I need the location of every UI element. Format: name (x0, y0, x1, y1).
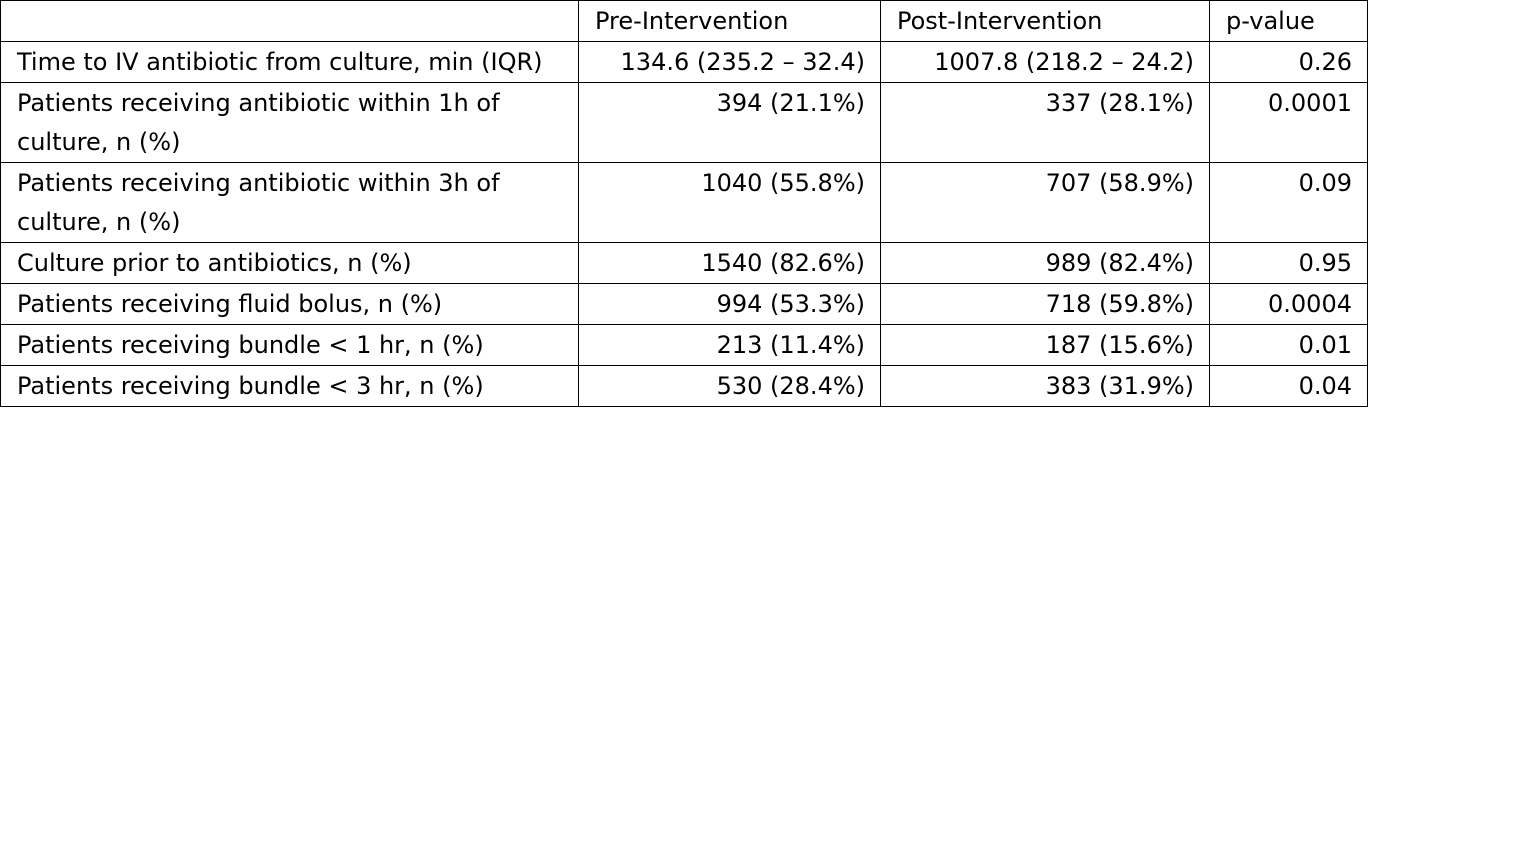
row-label: Patients receiving antibiotic within 3h … (0, 162, 579, 243)
table-row: Patients receiving antibiotic within 3h … (0, 162, 1368, 243)
pre-intervention-value: 1040 (55.8%) (578, 162, 881, 243)
row-label: Patients receiving bundle < 3 hr, n (%) (0, 365, 579, 407)
pre-intervention-value: 213 (11.4%) (578, 324, 881, 366)
post-intervention-value: 989 (82.4%) (880, 242, 1210, 284)
table-row: Patients receiving bundle < 3 hr, n (%) … (0, 365, 1368, 407)
table-row: Culture prior to antibiotics, n (%) 1540… (0, 242, 1368, 284)
header-cell-post-intervention: Post-Intervention (880, 0, 1210, 42)
p-value: 0.09 (1209, 162, 1368, 243)
post-intervention-value: 707 (58.9%) (880, 162, 1210, 243)
table-header-row: Pre-Intervention Post-Intervention p-val… (0, 0, 1368, 42)
pre-intervention-value: 1540 (82.6%) (578, 242, 881, 284)
p-value: 0.04 (1209, 365, 1368, 407)
row-label: Time to IV antibiotic from culture, min … (0, 41, 579, 83)
post-intervention-value: 1007.8 (218.2 – 24.2) (880, 41, 1210, 83)
p-value: 0.01 (1209, 324, 1368, 366)
header-cell-pre-intervention: Pre-Intervention (578, 0, 881, 42)
row-label: Patients receiving bundle < 1 hr, n (%) (0, 324, 579, 366)
post-intervention-value: 337 (28.1%) (880, 82, 1210, 163)
pre-intervention-value: 994 (53.3%) (578, 283, 881, 325)
header-cell-blank (0, 0, 579, 42)
row-label: Culture prior to antibiotics, n (%) (0, 242, 579, 284)
p-value: 0.26 (1209, 41, 1368, 83)
table-row: Patients receiving antibiotic within 1h … (0, 82, 1368, 163)
pre-intervention-value: 394 (21.1%) (578, 82, 881, 163)
p-value: 0.95 (1209, 242, 1368, 284)
post-intervention-value: 187 (15.6%) (880, 324, 1210, 366)
header-cell-p-value: p-value (1209, 0, 1368, 42)
table-row: Patients receiving fluid bolus, n (%) 99… (0, 283, 1368, 325)
row-label: Patients receiving fluid bolus, n (%) (0, 283, 579, 325)
post-intervention-value: 718 (59.8%) (880, 283, 1210, 325)
table-row: Patients receiving bundle < 1 hr, n (%) … (0, 324, 1368, 366)
pre-intervention-value: 134.6 (235.2 – 32.4) (578, 41, 881, 83)
row-label: Patients receiving antibiotic within 1h … (0, 82, 579, 163)
post-intervention-value: 383 (31.9%) (880, 365, 1210, 407)
pre-intervention-value: 530 (28.4%) (578, 365, 881, 407)
p-value: 0.0004 (1209, 283, 1368, 325)
p-value: 0.0001 (1209, 82, 1368, 163)
table-row: Time to IV antibiotic from culture, min … (0, 41, 1368, 83)
results-table: Pre-Intervention Post-Intervention p-val… (0, 0, 1368, 407)
